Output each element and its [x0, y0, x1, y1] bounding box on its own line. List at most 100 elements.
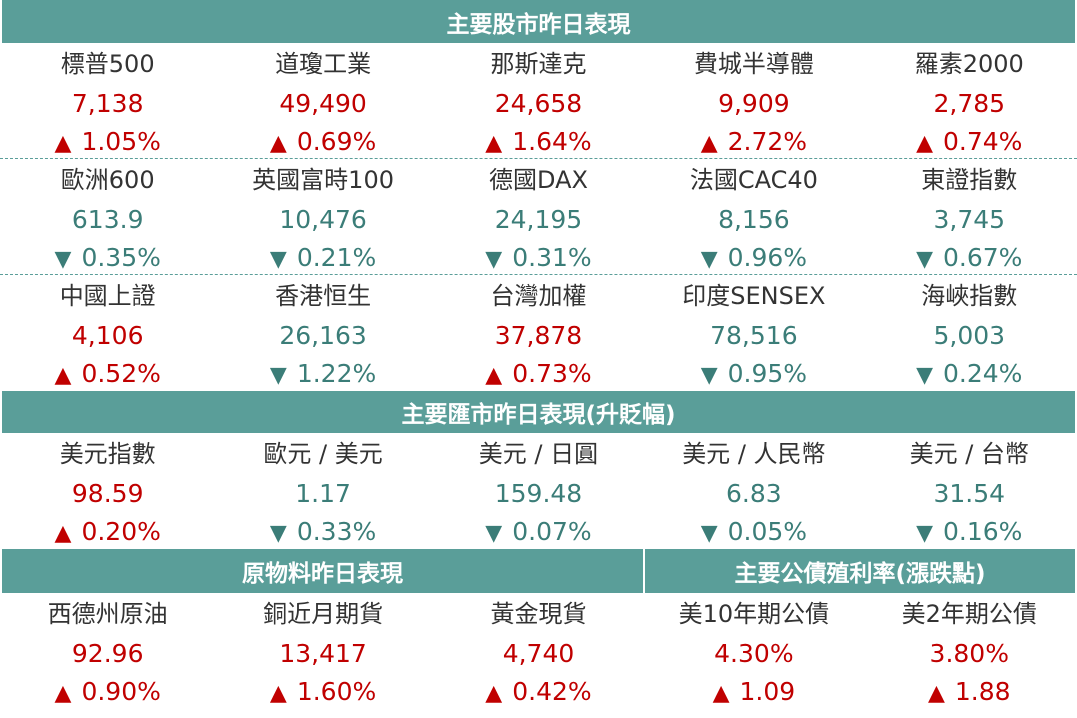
- quote-name: 銅近月期貨: [263, 600, 384, 628]
- up-triangle-icon: ▲: [700, 131, 718, 156]
- quote-value: 4,106: [71, 321, 144, 350]
- down-triangle-icon: ▼: [269, 363, 287, 388]
- quote-change: ▲ 0.74%: [916, 123, 1022, 161]
- down-triangle-icon: ▼: [700, 521, 718, 546]
- quote-change: ▲ 1.88: [928, 673, 1011, 711]
- quote-name: 美2年期公債: [901, 600, 1037, 628]
- quote-name: 美元指數: [59, 440, 156, 468]
- market-quote-cell: 標普500 7,138 ▲ 1.05%: [0, 45, 215, 158]
- quote-row: 西德州原油 92.96 ▲ 0.90% 銅近月期貨 13,417 ▲ 1.60% 黃金現貨 4,7…: [0, 593, 1077, 709]
- quote-value: 13,417: [279, 639, 367, 668]
- up-triangle-icon: ▲: [927, 681, 945, 706]
- quote-change-value: 0.05%: [727, 517, 808, 546]
- market-quote-cell: 印度SENSEX 78,516 ▼ 0.95%: [646, 277, 861, 391]
- down-triangle-icon: ▼: [269, 247, 287, 272]
- quote-change: ▼ 0.96%: [701, 239, 807, 277]
- quote-value: 24,658: [494, 89, 583, 118]
- quote-row: 中國上證 4,106 ▲ 0.52% 香港恒生 26,163 ▼ 1.22% 台灣加權 37,87…: [0, 275, 1077, 391]
- down-triangle-icon: ▼: [485, 521, 503, 546]
- fx-section: 美元指數 98.59 ▲ 0.20% 歐元 / 美元 1.17 ▼ 0.33% 美元 / 日圓 1…: [0, 433, 1077, 549]
- quote-change-value: 1.09: [739, 677, 796, 706]
- stocks-section: 標普500 7,138 ▲ 1.05% 道瓊工業 49,490 ▲ 0.69% 那斯達克 24,6…: [0, 43, 1077, 391]
- quote-change-value: 0.67%: [943, 243, 1023, 272]
- up-triangle-icon: ▲: [485, 131, 503, 156]
- quote-name: 美元 / 日圓: [478, 440, 599, 468]
- market-quote-cell: 德國DAX 24,195 ▼ 0.31%: [431, 161, 646, 274]
- market-quote-cell: 美10年期公債 4.30% ▲ 1.09: [646, 595, 861, 709]
- down-triangle-icon: ▼: [269, 521, 287, 546]
- quote-name: 費城半導體: [693, 50, 814, 78]
- market-quote-cell: 羅素2000 2,785 ▲ 0.74%: [862, 45, 1077, 158]
- quote-change-value: 0.96%: [727, 243, 808, 272]
- quote-change-value: 0.16%: [943, 517, 1023, 546]
- quote-value: 49,490: [279, 89, 367, 118]
- quote-change: ▼ 0.35%: [55, 239, 161, 277]
- up-triangle-icon: ▲: [269, 131, 287, 156]
- market-quote-cell: 中國上證 4,106 ▲ 0.52%: [0, 277, 215, 391]
- quote-change-value: 0.42%: [512, 677, 592, 706]
- up-triangle-icon: ▲: [54, 363, 72, 388]
- quote-change: ▼ 0.33%: [270, 513, 376, 551]
- quote-change-value: 1.22%: [296, 359, 377, 388]
- market-quote-cell: 台灣加權 37,878 ▲ 0.73%: [431, 277, 646, 391]
- market-quote-cell: 歐洲600 613.9 ▼ 0.35%: [0, 161, 215, 274]
- quote-change: ▲ 1.60%: [270, 673, 376, 711]
- quote-change-value: 0.73%: [512, 359, 592, 388]
- quote-name: 美元 / 人民幣: [682, 440, 826, 468]
- quote-change: ▼ 0.07%: [485, 513, 591, 551]
- quote-name: 法國CAC40: [689, 166, 818, 194]
- market-quote-cell: 法國CAC40 8,156 ▼ 0.96%: [646, 161, 861, 274]
- quote-row: 美元指數 98.59 ▲ 0.20% 歐元 / 美元 1.17 ▼ 0.33% 美元 / 日圓 1…: [0, 433, 1077, 549]
- quote-name: 黃金現貨: [490, 600, 587, 628]
- quote-name: 那斯達克: [490, 50, 587, 78]
- quote-value: 31.54: [933, 479, 1006, 508]
- quote-value: 4,740: [502, 639, 575, 668]
- market-quote-cell: 費城半導體 9,909 ▲ 2.72%: [646, 45, 861, 158]
- market-quote-cell: 香港恒生 26,163 ▼ 1.22%: [215, 277, 430, 391]
- market-quote-cell: 西德州原油 92.96 ▲ 0.90%: [0, 595, 215, 709]
- down-triangle-icon: ▼: [916, 247, 933, 272]
- quote-name: 東證指數: [921, 166, 1018, 194]
- quote-change: ▼ 0.67%: [916, 239, 1022, 277]
- quote-name: 歐洲600: [60, 166, 155, 194]
- quote-name: 海峽指數: [921, 282, 1018, 310]
- market-quote-cell: 英國富時100 10,476 ▼ 0.21%: [215, 161, 430, 274]
- quote-change: ▼ 1.22%: [270, 355, 376, 393]
- quote-row: 歐洲600 613.9 ▼ 0.35% 英國富時100 10,476 ▼ 0.21% 德國DAX…: [0, 159, 1077, 275]
- quote-value: 24,195: [494, 205, 583, 234]
- market-quote-cell: 美元 / 人民幣 6.83 ▼ 0.05%: [646, 435, 861, 549]
- quote-change: ▲ 0.69%: [270, 123, 376, 161]
- quote-value: 78,516: [710, 321, 798, 350]
- quote-change: ▲ 1.64%: [485, 123, 591, 161]
- commodities-section-header: 原物料昨日表現: [2, 549, 645, 593]
- market-quote-cell: 歐元 / 美元 1.17 ▼ 0.33%: [215, 435, 430, 549]
- up-triangle-icon: ▲: [269, 681, 287, 706]
- market-quote-cell: 美元 / 台幣 31.54 ▼ 0.16%: [862, 435, 1077, 549]
- down-triangle-icon: ▼: [485, 247, 503, 272]
- up-triangle-icon: ▲: [54, 521, 72, 546]
- quote-change: ▲ 1.09: [713, 673, 796, 711]
- quote-change-value: 0.90%: [81, 677, 161, 706]
- quote-name: 印度SENSEX: [682, 282, 826, 310]
- quote-change-value: 0.07%: [512, 517, 592, 546]
- quote-name: 標普500: [60, 50, 155, 78]
- fx-section-header: 主要匯市昨日表現(升貶幅): [2, 391, 1075, 433]
- quote-change: ▲ 0.73%: [485, 355, 591, 393]
- quote-change: ▼ 0.05%: [701, 513, 807, 551]
- quote-value: 3,745: [933, 205, 1006, 234]
- up-triangle-icon: ▲: [54, 131, 72, 156]
- quote-change-value: 1.05%: [81, 127, 161, 156]
- market-quote-cell: 美元指數 98.59 ▲ 0.20%: [0, 435, 215, 549]
- quote-value: 613.9: [71, 205, 144, 234]
- up-triangle-icon: ▲: [485, 681, 503, 706]
- quote-name: 台灣加權: [490, 282, 587, 310]
- quote-change: ▼ 0.16%: [916, 513, 1022, 551]
- up-triangle-icon: ▲: [54, 681, 72, 706]
- market-quote-cell: 銅近月期貨 13,417 ▲ 1.60%: [215, 595, 430, 709]
- quote-change-value: 0.35%: [81, 243, 161, 272]
- market-quote-cell: 美2年期公債 3.80% ▲ 1.88: [862, 595, 1077, 709]
- quote-change-value: 0.21%: [296, 243, 377, 272]
- quote-change: ▲ 0.52%: [55, 355, 161, 393]
- quote-value: 1.17: [295, 479, 351, 508]
